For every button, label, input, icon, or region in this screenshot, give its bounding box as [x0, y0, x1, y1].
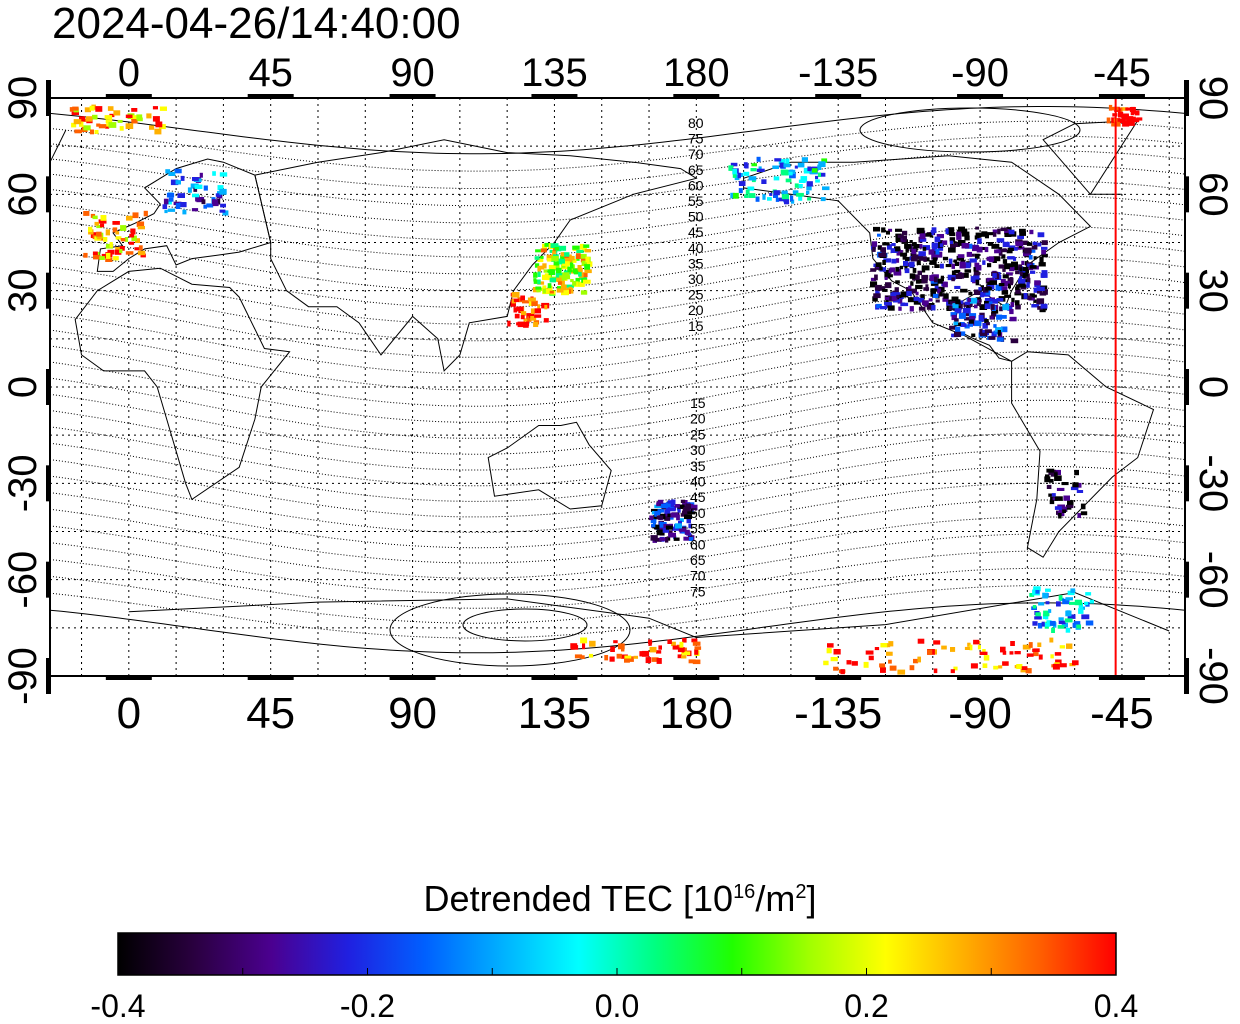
contour-label: 25	[688, 287, 704, 303]
right-lat-label: -90	[1191, 647, 1235, 705]
right-lat-label: -60	[1191, 551, 1235, 609]
contour-label: 75	[690, 583, 706, 599]
contour-label: 60	[688, 177, 704, 193]
left-lat-label: -90	[1, 647, 45, 705]
right-latitude-labels: 90 60 30 0 -30 -60 -90	[1191, 76, 1235, 705]
contour-label: 55	[690, 521, 706, 537]
tec-data-cells	[69, 104, 1143, 675]
right-lat-label: 60	[1191, 172, 1235, 217]
colorbar-title: Detrended TEC [1016/m2]	[423, 878, 817, 919]
right-lat-label: 90	[1191, 76, 1235, 121]
right-lat-label: 0	[1191, 376, 1235, 398]
top-lon-label: 0	[118, 51, 140, 95]
colorbar-ticks	[117, 968, 1117, 975]
colorbar	[117, 932, 1117, 976]
left-lat-label: 60	[1, 172, 45, 217]
bottom-lon-label: -45	[1090, 689, 1154, 738]
contour-label: 20	[688, 302, 704, 318]
top-longitude-labels: 0 45 90 135 180 -135 -90 -45	[118, 51, 1151, 95]
contour-label: 75	[688, 131, 704, 147]
top-lon-label: -45	[1093, 51, 1151, 95]
contour-label: 50	[688, 209, 704, 225]
contour-label: 80	[688, 115, 704, 131]
graticule	[50, 98, 1185, 676]
contour-label: 30	[690, 442, 706, 458]
top-lon-label: 180	[663, 51, 730, 95]
contour-label: 15	[688, 318, 704, 334]
contour-label: 65	[690, 552, 706, 568]
left-latitude-labels: 90 60 30 0 -30 -60 -90	[1, 76, 45, 705]
contour-label: 20	[690, 411, 706, 427]
left-lat-label: 90	[1, 76, 45, 121]
bottom-lon-label: -135	[794, 689, 882, 738]
contour-label: 50	[690, 505, 706, 521]
bottom-lon-label: -90	[948, 689, 1012, 738]
colorbar-tick-label: -0.4	[90, 988, 146, 1024]
bottom-lon-label: 45	[246, 689, 295, 738]
top-lon-label: -90	[951, 51, 1009, 95]
timestamp: 2024-04-26/14:40:00	[52, 0, 461, 48]
contour-label: 70	[688, 146, 704, 162]
contour-label: 55	[688, 193, 704, 209]
contour-label: 40	[690, 474, 706, 490]
top-lon-label: 90	[390, 51, 435, 95]
contour-label: 65	[688, 162, 704, 178]
contour-label: 60	[690, 536, 706, 552]
contour-label: 40	[688, 240, 704, 256]
bottom-lon-label: 180	[660, 689, 733, 738]
left-lat-label: 30	[1, 268, 45, 313]
bottom-lon-label: 135	[518, 689, 591, 738]
top-lon-label: 45	[248, 51, 293, 95]
contour-label: 15	[690, 395, 706, 411]
colorbar-tick-label: 0.0	[594, 988, 640, 1024]
magnetic-latitude-contours	[50, 106, 1185, 667]
colorbar-labels: -0.4 -0.2 0.0 0.2 0.4	[0, 988, 1240, 1024]
colorbar-tick-label: 0.4	[1093, 988, 1139, 1024]
contour-label: 45	[688, 224, 704, 240]
contour-label: 70	[690, 568, 706, 584]
bottom-lon-label: 90	[388, 689, 437, 738]
contour-labels: 8075706560555045403530252015152025303540…	[688, 115, 706, 599]
right-lat-label: -30	[1191, 454, 1235, 512]
top-lon-label: -135	[798, 51, 878, 95]
contour-label: 45	[690, 489, 706, 505]
left-lat-label: 0	[1, 376, 45, 398]
left-lat-label: -60	[1, 551, 45, 609]
colorbar-tick-label: -0.2	[339, 988, 396, 1024]
right-lat-label: 30	[1191, 268, 1235, 313]
map-frame	[49, 97, 1186, 677]
contour-label: 25	[690, 426, 706, 442]
contour-label: 35	[688, 255, 704, 271]
colorbar-tick-label: 0.2	[844, 988, 889, 1024]
frame-ticks	[46, 80, 1189, 694]
top-lon-label: 135	[521, 51, 588, 95]
contour-label: 35	[690, 458, 706, 474]
bottom-lon-label: 0	[117, 689, 141, 738]
left-lat-label: -30	[1, 454, 45, 512]
contour-label: 30	[688, 271, 704, 287]
bottom-longitude-labels: 0 45 90 135 180 -135 -90 -45	[117, 689, 1154, 738]
